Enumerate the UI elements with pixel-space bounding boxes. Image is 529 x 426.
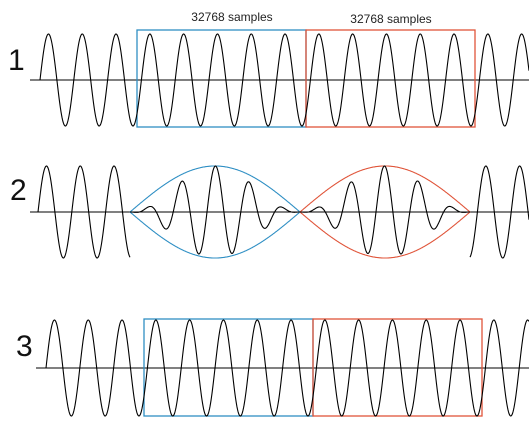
envelope [299,211,471,259]
wave [45,319,529,417]
window-label: 32768 samples [191,10,272,24]
row-label: 1 [8,44,25,77]
envelope [299,165,471,213]
window-label: 32768 samples [350,12,431,26]
envelope [129,165,301,213]
row-label: 3 [16,330,33,363]
wave [37,165,131,259]
window-box [312,318,483,417]
window-box [305,29,476,128]
envelope [129,211,301,259]
windowed-wave [130,165,300,255]
wave [39,33,529,127]
row-label: 2 [10,174,27,207]
windowed-wave [300,165,470,255]
wave [469,165,529,259]
